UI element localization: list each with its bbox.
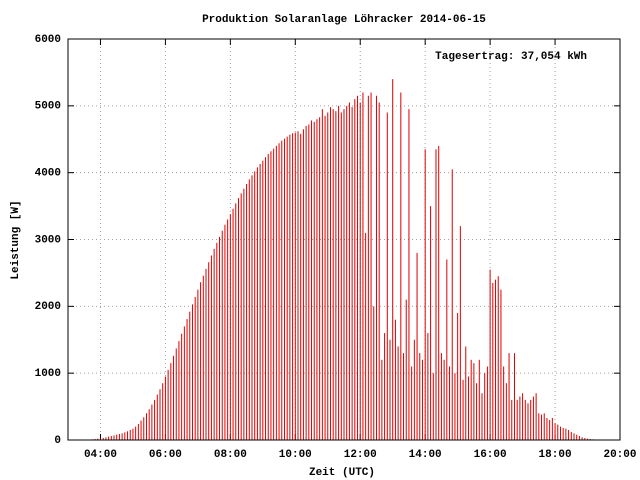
x-tick-label: 18:00 <box>539 449 572 461</box>
y-tick-label: 3000 <box>35 234 61 246</box>
y-tick-label: 1000 <box>35 368 61 380</box>
chart-title: Produktion Solaranlage Löhracker 2014-06… <box>202 14 486 26</box>
x-tick-label: 14:00 <box>409 449 442 461</box>
x-tick-label: 12:00 <box>344 449 377 461</box>
y-tick-label: 5000 <box>35 101 61 113</box>
plot-border <box>67 38 621 441</box>
x-axis-label: Zeit (UTC) <box>309 467 375 479</box>
x-tick-label: 10:00 <box>279 449 312 461</box>
x-tick-label: 08:00 <box>214 449 247 461</box>
x-tick-label: 06:00 <box>149 449 182 461</box>
y-tick-label: 4000 <box>35 168 61 180</box>
x-tick-label: 04:00 <box>84 449 117 461</box>
y-axis-label: Leistung [W] <box>10 200 22 279</box>
y-tick-label: 6000 <box>35 34 61 46</box>
x-tick-label: 20:00 <box>603 449 636 461</box>
annotation: Tagesertrag: 37,054 kWh <box>435 51 587 63</box>
y-tick-label: 2000 <box>35 301 61 313</box>
y-tick-label: 0 <box>54 435 61 447</box>
x-tick-label: 16:00 <box>474 449 507 461</box>
